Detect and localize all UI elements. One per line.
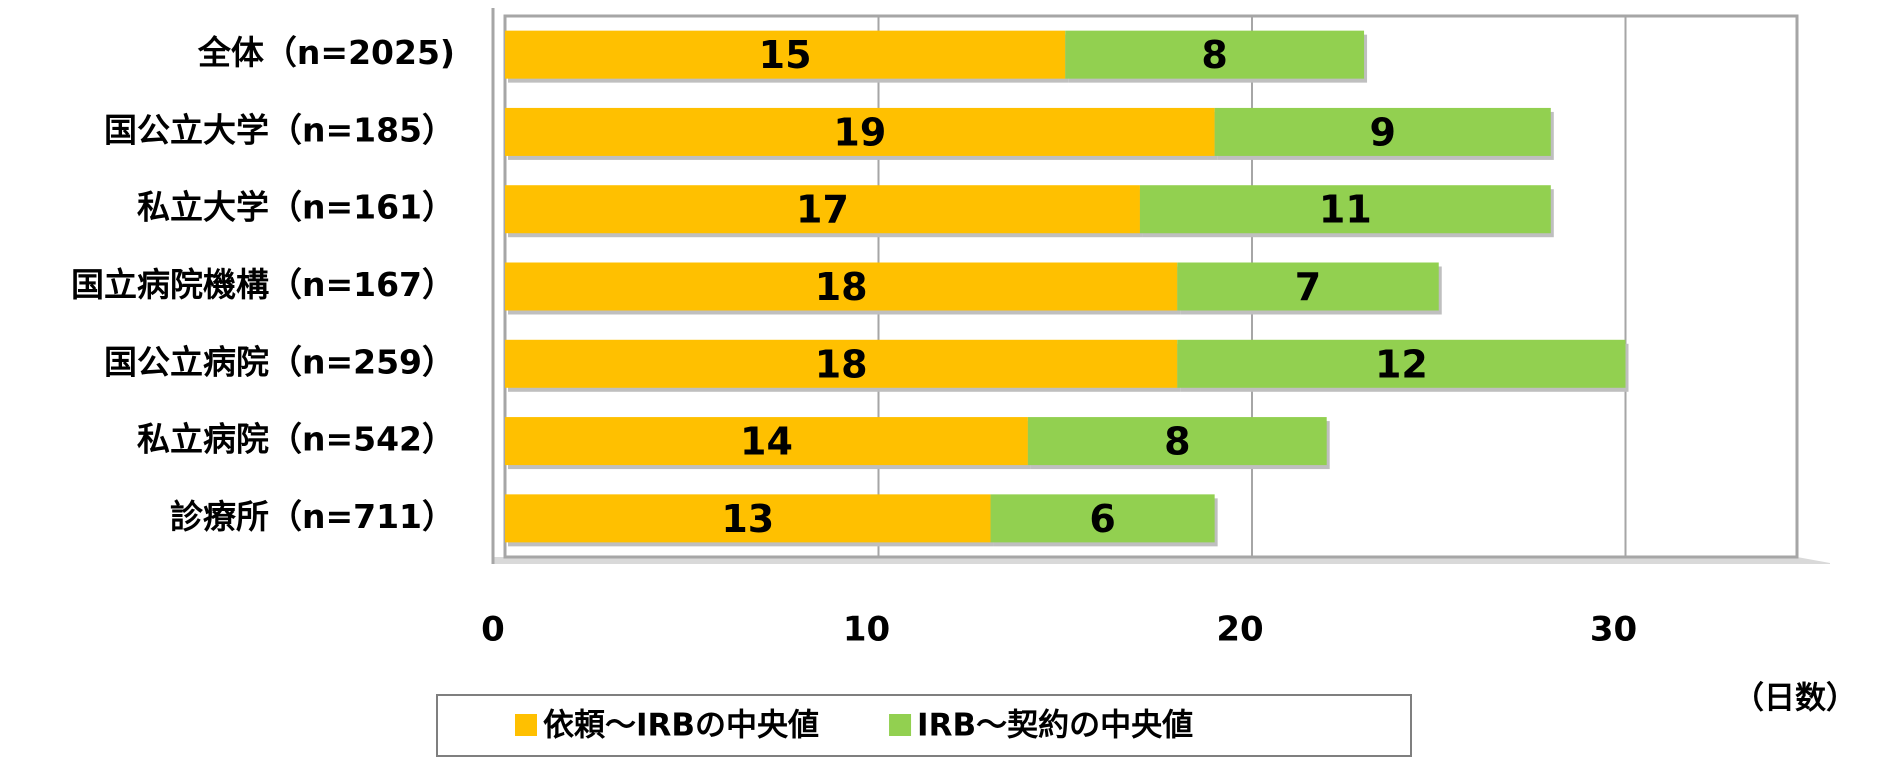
value-label: 12 bbox=[1375, 342, 1428, 386]
value-label: 15 bbox=[759, 33, 812, 77]
bar bbox=[1214, 107, 1551, 156]
legend-box bbox=[436, 694, 1412, 757]
x-tick-label: 0 bbox=[481, 610, 505, 650]
x-tick-label: 30 bbox=[1590, 610, 1637, 650]
bar bbox=[505, 107, 1215, 156]
value-label: 11 bbox=[1319, 188, 1372, 232]
bar bbox=[1065, 30, 1365, 79]
x-axis-label: （日数） bbox=[1733, 681, 1857, 717]
value-label: 6 bbox=[1089, 497, 1115, 541]
category-label: 私立大学（n=161） bbox=[137, 188, 455, 227]
legend-swatch bbox=[515, 714, 537, 736]
bar bbox=[1177, 339, 1626, 388]
value-label: 13 bbox=[721, 497, 774, 541]
category-label: 全体（n=2025) bbox=[197, 33, 455, 72]
value-label: 18 bbox=[815, 342, 868, 386]
bar bbox=[505, 417, 1028, 466]
category-label: 国公立大学（n=185） bbox=[104, 110, 455, 149]
legend-swatch bbox=[889, 714, 912, 736]
value-label: 19 bbox=[833, 110, 886, 154]
value-label: 7 bbox=[1295, 265, 1321, 309]
bar bbox=[990, 494, 1215, 543]
bar bbox=[505, 185, 1140, 234]
bar bbox=[505, 494, 991, 543]
bar bbox=[505, 30, 1066, 79]
bar bbox=[505, 339, 1178, 388]
legend-label: IRB～契約の中央値 bbox=[917, 708, 1193, 744]
value-label: 8 bbox=[1201, 33, 1227, 77]
value-label: 14 bbox=[740, 420, 793, 464]
category-label: 国立病院機構（n=167） bbox=[71, 265, 455, 304]
bar bbox=[1139, 185, 1551, 234]
x-tick-label: 20 bbox=[1216, 610, 1263, 650]
value-label: 18 bbox=[815, 265, 868, 309]
bar bbox=[1177, 262, 1439, 311]
legend-label: 依頼～IRBの中央値 bbox=[543, 708, 819, 744]
bar bbox=[1027, 417, 1327, 466]
category-label: 診療所（n=711） bbox=[170, 497, 455, 536]
category-label: 国公立病院（n=259） bbox=[104, 342, 455, 381]
category-label: 私立病院（n=542） bbox=[137, 420, 455, 459]
floor bbox=[493, 557, 1830, 564]
value-label: 17 bbox=[796, 188, 849, 232]
value-label: 9 bbox=[1369, 110, 1395, 154]
x-tick-label: 10 bbox=[843, 610, 890, 650]
bar bbox=[505, 262, 1178, 311]
value-label: 8 bbox=[1164, 420, 1190, 464]
